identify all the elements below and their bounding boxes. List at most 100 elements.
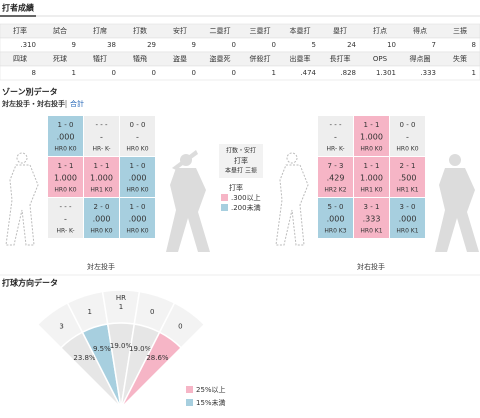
zone-hk: HR0 K0 [396, 146, 418, 153]
zone-ab: 1 - 1 [364, 121, 380, 129]
zone-hk: HR0 K3 [324, 228, 346, 235]
zone-ab: 0 - 0 [130, 121, 146, 129]
stat-header: 打点 [373, 26, 387, 35]
stat-header: 併殺打 [250, 54, 271, 63]
zone-avg: 1.000 [90, 174, 113, 183]
zone-cell [354, 157, 389, 197]
zone-cell [318, 116, 353, 156]
zone-hk: HR- K- [93, 146, 111, 153]
zone-cell [120, 116, 155, 156]
zone-hk: HR0 K0 [126, 228, 148, 235]
legend-label: .300以上 [231, 193, 261, 202]
stat-header: 得点 [413, 26, 427, 35]
hr-count: 0 [150, 308, 154, 316]
zone-hk: HR1 K0 [360, 187, 382, 194]
zone-cell [84, 198, 119, 238]
stat-value: 9 [72, 41, 76, 49]
stat-value: 0 [272, 41, 276, 49]
zone-ab: 0 - 0 [400, 121, 416, 129]
inner-sector [120, 331, 183, 409]
stat-value: 38 [107, 41, 116, 49]
stat-header: 長打率 [330, 54, 351, 63]
stat-value: 9 [192, 41, 196, 49]
legend-swatch [221, 204, 228, 211]
stat-header: 打数 [133, 26, 147, 35]
zone-avg: .000 [93, 215, 111, 224]
hr-count: 1 [88, 308, 92, 316]
stat-value: .310 [20, 41, 36, 49]
legend-line: 打数・安打 [226, 147, 256, 155]
legend-swatch [221, 194, 228, 201]
stat-value: .474 [300, 69, 316, 77]
stat-header: 死球 [53, 54, 67, 63]
zone-avg: 1.000 [54, 174, 77, 183]
zone-cell [390, 198, 425, 238]
zone-ab: - - - [59, 203, 72, 211]
header-row [0, 23, 480, 39]
stat-header: 犠飛 [133, 54, 147, 63]
zone-avg: .500 [399, 174, 417, 183]
stat-value: 24 [347, 41, 356, 49]
legend-label: 25%以上 [196, 385, 226, 394]
legend-label: 15%未満 [196, 398, 226, 407]
zone-avg: - [406, 133, 409, 142]
zone-ab: 2 - 0 [94, 203, 110, 211]
zone-cell [318, 198, 353, 238]
zone-ab: 3 - 0 [400, 203, 416, 211]
stat-value: 10 [387, 41, 396, 49]
stat-header: 三塁打 [250, 26, 271, 35]
section-title: 打球方向データ [2, 278, 58, 288]
zone-ab: 1 - 1 [94, 162, 110, 170]
stat-value: 1 [72, 69, 76, 77]
stat-header: 打率 [13, 26, 27, 35]
legend-box [219, 144, 263, 178]
zone-hk: HR1 K0 [90, 187, 112, 194]
zone-avg: .000 [129, 215, 147, 224]
zone-cell [48, 157, 83, 197]
direction-pct: 23.8% [73, 354, 96, 362]
stat-header: 失策 [453, 54, 467, 63]
hr-count: 1 [119, 303, 123, 311]
zone-hk: HR2 K2 [324, 187, 346, 194]
stat-value: 0 [232, 41, 236, 49]
legend-line: 本塁打 三振 [225, 167, 257, 175]
stat-header: 本塁打 [290, 26, 311, 35]
stat-value: .333 [420, 69, 436, 77]
zone-avg: .000 [129, 174, 147, 183]
header-row [0, 51, 480, 67]
direction-pct: 28.6% [146, 354, 169, 362]
legend-label: .200未満 [231, 203, 261, 212]
silhouettes [5, 150, 479, 252]
zone-avg: .333 [363, 215, 381, 224]
stat-header: 試合 [53, 26, 67, 35]
stat-value: 0 [232, 69, 236, 77]
stat-value: 8 [472, 41, 476, 49]
stat-header: 犠打 [93, 54, 107, 63]
value-row [0, 65, 480, 81]
zone-hk: HR0 K0 [126, 146, 148, 153]
zone-cell [48, 116, 83, 156]
zone-hk: HR0 K0 [126, 187, 148, 194]
zone-cell [48, 198, 83, 238]
legend-title: 打率 [229, 183, 243, 192]
stat-value: 0 [152, 69, 156, 77]
stat-value: 8 [32, 69, 36, 77]
zone-avg: .000 [399, 215, 417, 224]
stat-header: 出塁率 [290, 54, 311, 63]
zone-cell [84, 157, 119, 197]
zone-hk: HR0 K0 [360, 146, 382, 153]
stat-header: 打席 [93, 26, 107, 35]
zone-ab: - - - [95, 121, 108, 129]
grid-label: 対左投手 [87, 262, 115, 271]
zone-ab: 1 - 0 [130, 203, 146, 211]
zone-ab: 1 - 0 [130, 162, 146, 170]
tab-link[interactable]: 合計 [70, 99, 84, 108]
legend-line: 打率 [234, 156, 248, 165]
zone-avg: - [136, 133, 139, 142]
zone-ab: 1 - 0 [58, 121, 74, 129]
zone-cell [390, 157, 425, 197]
stat-value: .828 [340, 69, 356, 77]
direction-pct: 19.0% [129, 345, 152, 353]
zone-avg: - [64, 215, 67, 224]
